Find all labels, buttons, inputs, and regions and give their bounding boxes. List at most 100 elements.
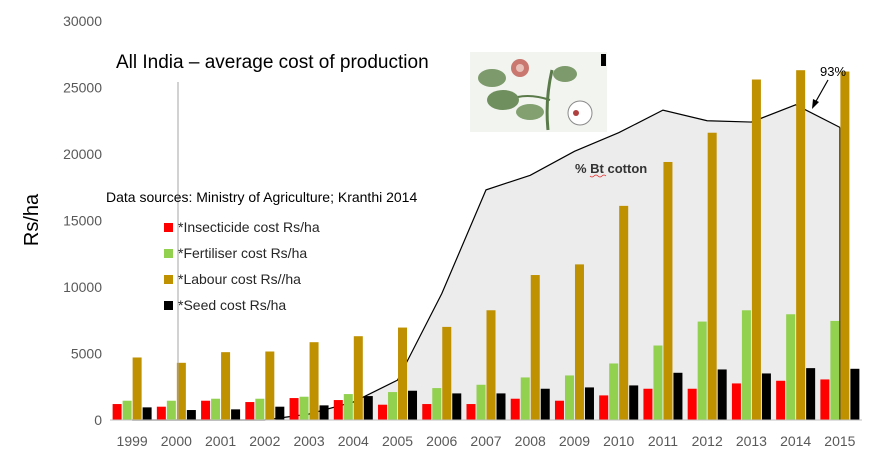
- bar-seed-cost-rs-ha-2003: [319, 405, 329, 420]
- bar-seed-cost-rs-ha-2000: [186, 410, 196, 420]
- y-tick-label: 25000: [63, 80, 102, 96]
- bar-insecticide-cost-rs-ha-2003: [289, 398, 299, 420]
- bar-insecticide-cost-rs-ha-1999: [112, 404, 122, 420]
- bar-insecticide-cost-rs-ha-2005: [378, 404, 388, 420]
- bt-cotton-area-label: % Bt cotton: [575, 161, 647, 176]
- bar-insecticide-cost-rs-ha-2009: [554, 400, 564, 420]
- x-tick-label: 2010: [603, 433, 634, 449]
- bt-cotton-area-fill: [132, 104, 840, 420]
- x-tick-label: 2002: [249, 433, 280, 449]
- spellcheck-underline: [589, 174, 607, 178]
- bar-insecticide-cost-rs-ha-2004: [333, 400, 343, 420]
- bt-cotton-area-layer: [132, 104, 841, 421]
- bar-fertiliser-cost-rs-ha-2008: [520, 377, 530, 420]
- bar-fertiliser-cost-rs-ha-2011: [653, 345, 663, 420]
- annotations: 93% % Bt cotton: [575, 64, 846, 178]
- bar-insecticide-cost-rs-ha-2014: [776, 380, 786, 420]
- bar-fertiliser-cost-rs-ha-1999: [122, 400, 132, 420]
- x-tick-label: 2001: [205, 433, 236, 449]
- legend-label: *Labour cost Rs//ha: [178, 271, 301, 287]
- bar-seed-cost-rs-ha-2002: [275, 406, 285, 420]
- bar-seed-cost-rs-ha-2001: [231, 409, 241, 420]
- chart-title: All India – average cost of production: [116, 52, 429, 73]
- bar-seed-cost-rs-ha-2012: [717, 369, 727, 420]
- x-tick-label: 2013: [736, 433, 767, 449]
- x-tick-label: 2009: [559, 433, 590, 449]
- annotation-arrow-head: [812, 99, 819, 109]
- x-tick-label: 2004: [338, 433, 369, 449]
- bar-fertiliser-cost-rs-ha-2006: [432, 388, 442, 420]
- bar-fertiliser-cost-rs-ha-2004: [343, 394, 353, 420]
- bar-labour-cost-rs-ha-2011: [663, 161, 673, 421]
- x-tick-label: 2008: [515, 433, 546, 449]
- bar-insecticide-cost-rs-ha-2013: [731, 383, 741, 420]
- y-tick-label: 15000: [63, 213, 102, 229]
- y-tick-label: 0: [94, 412, 102, 428]
- bar-insecticide-cost-rs-ha-2001: [201, 400, 211, 420]
- bar-seed-cost-rs-ha-2005: [408, 390, 418, 420]
- bar-labour-cost-rs-ha-2015: [840, 71, 850, 420]
- bar-seed-cost-rs-ha-2014: [806, 368, 816, 420]
- bar-seed-cost-rs-ha-2013: [761, 373, 771, 420]
- legend: *Insecticide cost Rs/ha *Fertiliser cost …: [164, 219, 320, 313]
- bar-insecticide-cost-rs-ha-2011: [643, 388, 653, 420]
- legend-swatch: [164, 223, 173, 232]
- bar-fertiliser-cost-rs-ha-2001: [211, 398, 221, 420]
- bar-fertiliser-cost-rs-ha-2005: [388, 392, 398, 420]
- y-tick-label: 5000: [71, 346, 102, 362]
- bar-seed-cost-rs-ha-2008: [540, 388, 550, 420]
- bar-labour-cost-rs-ha-2007: [486, 310, 496, 420]
- bar-seed-cost-rs-ha-2009: [584, 387, 594, 420]
- bar-fertiliser-cost-rs-ha-2003: [299, 396, 309, 420]
- bar-insecticide-cost-rs-ha-2000: [156, 406, 166, 420]
- bar-labour-cost-rs-ha-2005: [398, 327, 408, 420]
- bar-fertiliser-cost-rs-ha-2014: [786, 314, 796, 420]
- bar-labour-cost-rs-ha-2010: [619, 205, 629, 420]
- annotation-93-percent: 93%: [820, 64, 846, 79]
- y-tick-label: 20000: [63, 146, 102, 162]
- bar-seed-cost-rs-ha-2007: [496, 393, 506, 420]
- bar-insecticide-cost-rs-ha-2006: [422, 404, 432, 420]
- bar-fertiliser-cost-rs-ha-2000: [166, 400, 176, 420]
- y-tick-label: 30000: [63, 13, 102, 29]
- x-tick-label: 2014: [780, 433, 811, 449]
- x-tick-label: 2007: [470, 433, 501, 449]
- x-tick-label: 2000: [161, 433, 192, 449]
- bar-labour-cost-rs-ha-2013: [751, 79, 761, 421]
- x-tick-label: 2006: [426, 433, 457, 449]
- legend-swatch: [164, 301, 173, 310]
- bar-labour-cost-rs-ha-2006: [442, 326, 452, 420]
- bar-insecticide-cost-rs-ha-2010: [599, 395, 609, 420]
- bar-labour-cost-rs-ha-2014: [796, 70, 806, 421]
- bar-labour-cost-rs-ha-2004: [353, 336, 363, 420]
- bar-layer: [112, 70, 860, 421]
- bar-fertiliser-cost-rs-ha-2009: [564, 375, 574, 420]
- legend-label: *Seed cost Rs/ha: [178, 297, 286, 313]
- bar-seed-cost-rs-ha-2004: [363, 396, 373, 420]
- x-tick-label: 2011: [648, 433, 678, 449]
- bar-labour-cost-rs-ha-2009: [574, 264, 584, 420]
- bar-fertiliser-cost-rs-ha-2013: [741, 310, 751, 420]
- bar-seed-cost-rs-ha-2010: [629, 385, 639, 420]
- bar-fertiliser-cost-rs-ha-2010: [609, 363, 619, 420]
- x-tick-label: 2005: [382, 433, 413, 449]
- axis-layer: 0 5000 10000 15000 20000 25000 30000 1999 2000 20…: [63, 13, 862, 449]
- legend-label: *Insecticide cost Rs/ha: [178, 219, 320, 235]
- bar-labour-cost-rs-ha-2002: [265, 351, 275, 420]
- bar-fertiliser-cost-rs-ha-2015: [830, 320, 840, 420]
- bar-insecticide-cost-rs-ha-2008: [510, 398, 520, 420]
- bar-labour-cost-rs-ha-1999: [132, 357, 142, 420]
- x-tick-label: 2015: [824, 433, 855, 449]
- annotation-arrow-line: [814, 79, 829, 104]
- y-axis-label: Rs/ha: [21, 193, 43, 246]
- bar-seed-cost-rs-ha-1999: [142, 407, 152, 420]
- bar-insecticide-cost-rs-ha-2002: [245, 402, 255, 420]
- bar-insecticide-cost-rs-ha-2007: [466, 404, 476, 420]
- bar-labour-cost-rs-ha-2012: [707, 132, 717, 420]
- bar-seed-cost-rs-ha-2015: [850, 368, 860, 420]
- legend-swatch: [164, 249, 173, 258]
- x-tick-label: 2012: [692, 433, 723, 449]
- bar-fertiliser-cost-rs-ha-2012: [697, 321, 707, 420]
- bar-insecticide-cost-rs-ha-2012: [687, 388, 697, 420]
